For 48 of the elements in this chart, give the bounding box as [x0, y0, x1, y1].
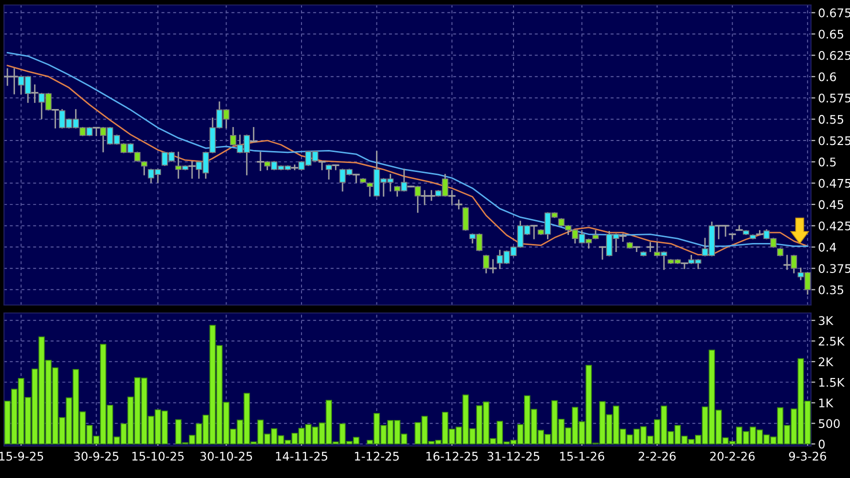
x-tick-label: 9-3-26	[789, 452, 826, 461]
candlestick	[598, 246, 606, 260]
candlestick	[256, 152, 264, 172]
y-tick-label: 0.4	[818, 242, 836, 252]
candlestick	[728, 233, 736, 240]
candlestick	[52, 108, 59, 128]
y-tick-label: 2.5K	[818, 336, 845, 346]
y-tick-label: 0	[818, 440, 825, 449]
x-tick-label: 16-12-25	[426, 452, 478, 461]
candlestick	[455, 199, 462, 210]
y-tick-label: 500	[818, 419, 840, 428]
candlestick	[783, 254, 791, 270]
candlestick	[188, 161, 196, 179]
y-tick-label: 0.65	[818, 30, 844, 39]
x-tick-label: 15-10-25	[132, 452, 184, 461]
candlestick	[141, 161, 148, 176]
y-tick-label: 0.45	[818, 200, 844, 210]
x-tick-label: 30-10-25	[200, 452, 252, 461]
candlestick	[530, 224, 538, 240]
x-tick-label: 30-9-25	[74, 452, 118, 461]
y-tick-label: 3K	[818, 316, 834, 326]
candlestick	[291, 164, 298, 170]
candlestick	[756, 230, 764, 236]
candlestick	[92, 126, 100, 136]
y-tick-label: 1.5K	[819, 378, 845, 387]
y-tick-label: 0.35	[818, 285, 844, 294]
y-tick-label: 0.5	[818, 158, 836, 166]
candlestick	[633, 246, 640, 252]
candlestick	[619, 234, 626, 242]
y-tick-label: 0.55	[818, 114, 844, 124]
x-tick-label: 14-11-25	[276, 452, 328, 461]
candlestick	[489, 259, 497, 274]
candlestick	[332, 164, 340, 170]
x-tick-label: 20-2-26	[710, 452, 755, 461]
candlestick	[462, 207, 469, 231]
x-tick-label: 1-12-25	[354, 452, 399, 461]
y-tick-label: 2K	[818, 357, 834, 366]
x-tick-label: 31-12-25	[488, 452, 540, 461]
candlestick	[250, 127, 258, 142]
y-tick-label: 0.6	[818, 72, 836, 82]
x-tick-label: 2-2-26	[638, 452, 676, 461]
candlestick	[736, 225, 743, 231]
candlestick	[646, 242, 654, 252]
candlestick	[352, 174, 360, 183]
y-tick-label: 1K	[819, 398, 834, 408]
candlestick	[448, 190, 456, 206]
candlestick	[31, 84, 38, 103]
x-tick-label: 15-1-26	[560, 452, 604, 461]
